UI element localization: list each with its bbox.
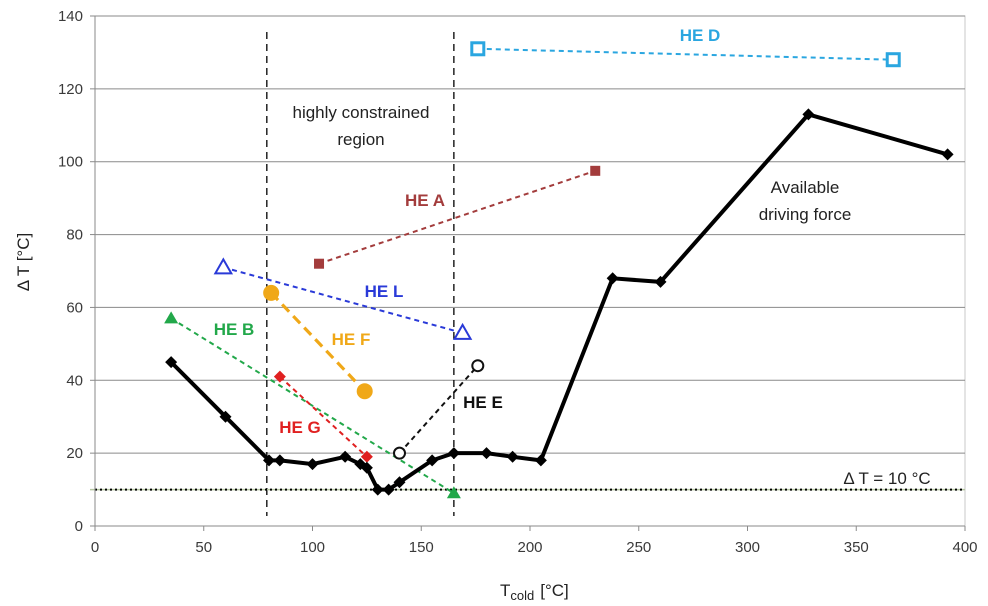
series-point-he-l (213, 257, 234, 275)
series-point-driving-force (263, 454, 275, 467)
series-point-driving-force (219, 410, 232, 423)
x-axis-title-sub: cold (510, 588, 534, 603)
series-label-he-l: HE L (365, 282, 404, 301)
series-label-he-f: HE F (332, 330, 371, 349)
x-tick-label: 350 (844, 539, 869, 556)
series-line-he-b (170, 317, 455, 495)
region-label-line2: region (337, 130, 384, 149)
series-label-he-d: HE D (680, 26, 721, 45)
series-line-he-a (318, 169, 596, 265)
series-point-he-b (164, 311, 179, 324)
x-axis-title: Tcold [°C] (500, 581, 569, 603)
series-label-he-g: HE G (279, 418, 321, 437)
series-point-he-a (314, 258, 325, 269)
series-point-he-e (471, 359, 485, 373)
y-tick-label: 80 (66, 227, 83, 244)
series-label-he-a: HE A (405, 191, 445, 210)
series-point-he-d (470, 41, 486, 57)
y-tick-label: 100 (58, 154, 83, 171)
series-label-he-e: HE E (463, 393, 503, 412)
series-point-driving-force (941, 148, 954, 161)
series-point-he-l (452, 322, 473, 340)
series-point-driving-force (339, 450, 352, 463)
series-label-he-b: HE B (214, 320, 255, 339)
series-point-he-g (360, 450, 373, 463)
series-point-driving-force (506, 450, 519, 463)
series-line-driving-force (169, 112, 949, 492)
series-point-driving-force (371, 483, 384, 496)
y-tick-label: 120 (58, 81, 83, 98)
y-tick-label: 20 (66, 445, 83, 462)
series-point-driving-force (273, 454, 286, 467)
series-point-driving-force (393, 476, 406, 489)
series-point-he-g (273, 370, 286, 383)
y-tick-label: 60 (66, 299, 83, 316)
series-point-driving-force (654, 275, 667, 288)
series-point-he-a (590, 165, 601, 176)
constrained-region-bounds (266, 32, 455, 516)
series-point-driving-force (360, 461, 373, 474)
x-tick-label: 200 (517, 539, 542, 556)
series-line-he-f (270, 291, 366, 393)
x-tick-label: 150 (409, 539, 434, 556)
series-line-he-d (477, 47, 894, 61)
x-tick-label: 50 (195, 539, 212, 556)
series-point-driving-force (480, 447, 493, 460)
x-tick-label: 0 (91, 539, 99, 556)
series-point-he-f (263, 284, 280, 301)
x-tick-label: 100 (300, 539, 325, 556)
x-tick-label: 400 (952, 539, 977, 556)
y-tick-label: 0 (75, 518, 83, 535)
x-tick-label: 300 (735, 539, 760, 556)
x-axis-title-unit: [°C] (540, 581, 569, 600)
x-axis-title-main: T (500, 581, 510, 600)
series-point-driving-force (382, 483, 395, 496)
driving-force-label-line1: Available (771, 178, 840, 197)
reference-line-label: Δ T = 10 °C (843, 469, 930, 488)
x-tick-label: 250 (626, 539, 651, 556)
y-tick-label: 40 (66, 372, 83, 389)
series-line-he-g (279, 375, 368, 458)
series-point-driving-force (165, 356, 178, 369)
series-layer (164, 41, 954, 499)
series-point-he-d (885, 52, 901, 68)
series-line-he-l (223, 266, 463, 334)
driving-force-label-line2: driving force (759, 205, 852, 224)
y-tick-label: 140 (58, 8, 83, 25)
series-line-he-e (398, 365, 479, 454)
region-label-line1: highly constrained (292, 103, 429, 122)
series-point-he-e (393, 446, 406, 460)
series-point-driving-force (802, 108, 815, 121)
y-axis-title: Δ T [°C] (14, 233, 33, 291)
series-point-he-b (446, 486, 461, 499)
series-point-he-f (356, 383, 373, 400)
axes: 0 20 40 60 80 100 120 140 0 50 100 150 200 250 300 350 4… (58, 8, 978, 556)
series-point-driving-force (447, 447, 460, 460)
series-point-driving-force (426, 454, 439, 467)
series-point-driving-force (534, 454, 547, 467)
series-point-driving-force (306, 458, 319, 471)
series-point-driving-force (606, 272, 619, 285)
